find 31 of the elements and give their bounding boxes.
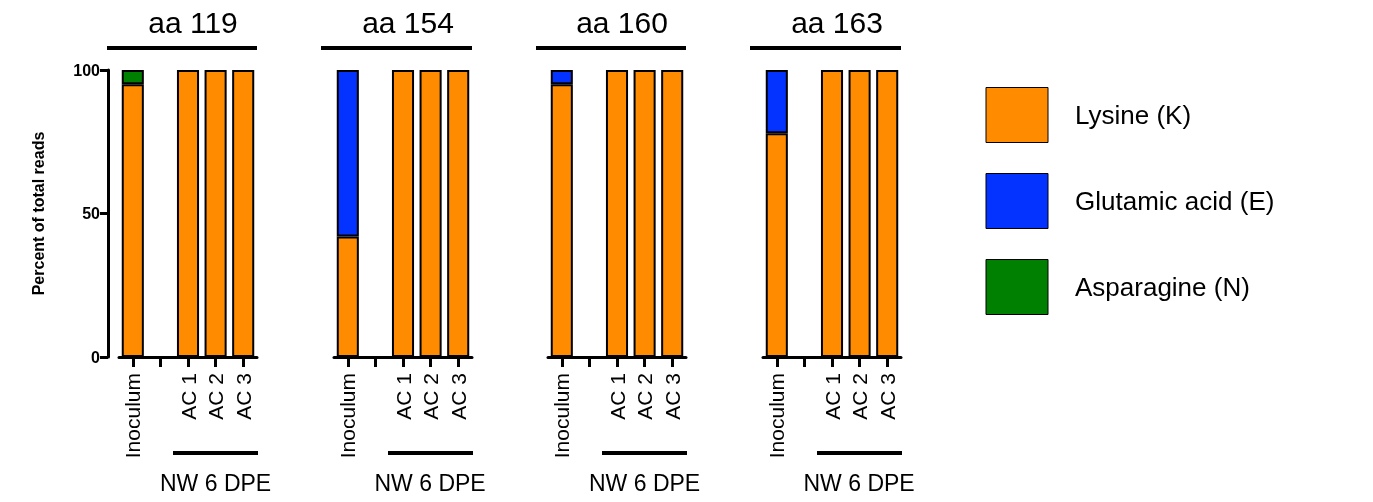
text: NW 6 DPE [160,470,272,497]
x-tick-label: AC 2 [418,373,442,420]
x-tick-label: Inoculum [335,373,359,459]
legend-label: Asparagine (N) [1074,272,1250,302]
x-tick-label: AC 3 [660,373,684,420]
x-tick-label: AC 1 [391,373,414,420]
text: NW 6 DPE [803,470,915,497]
x-tick-label: AC 3 [231,373,255,420]
x-tick-label: AC 3 [875,373,899,420]
x-tick-label: AC 3 [446,373,470,420]
chart-title: aa 119 [148,5,238,39]
x-tick-label: AC 2 [847,373,871,420]
x-tick-label: Inoculum [121,373,145,459]
text: NW 6 DPE [589,470,701,497]
x-tick-label: AC 1 [176,373,200,420]
chart-title: aa 160 [576,5,668,39]
chart-title: aa 163 [790,5,883,39]
chart-title: aa 154 [361,5,454,39]
text: NW 6 DPE [374,470,486,497]
x-tick-label: AC 2 [633,373,657,420]
y-tick-label: 50 [82,205,101,222]
x-tick-label: Inoculum [550,373,574,459]
y-tick-label: 0 [91,348,101,366]
legend-label: Lysine (K) [1074,100,1191,130]
y-tick-label: 100 [73,61,101,79]
x-tick-label: AC 1 [605,373,629,420]
legend-label: Glutamic acid (E) [1074,186,1274,216]
x-tick-label: AC 1 [820,373,843,420]
x-tick-label: Inoculum [764,373,788,459]
x-tick-label: AC 2 [204,373,228,420]
y-axis-title: Percent of total reads [29,131,47,296]
